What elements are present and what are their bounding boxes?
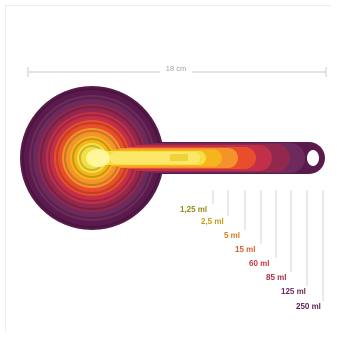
volume-label: 125 ml	[281, 287, 306, 296]
volume-label: 1,25 ml	[180, 205, 207, 214]
volume-label: 2,5 ml	[201, 217, 224, 226]
volume-labels: 1,25 ml 2,5 ml5 ml 15 ml 60 ml 85 ml 125 ml 25…	[180, 205, 321, 311]
dimension-line: 18 cm	[27, 64, 327, 77]
dimension-label: 18 cm	[166, 64, 186, 73]
volume-label: 5 ml	[224, 231, 240, 240]
volume-leader-lines	[212, 190, 324, 301]
volume-label: 15 ml	[235, 245, 255, 254]
volume-label: 250 ml	[296, 302, 321, 311]
hang-hole	[307, 150, 319, 166]
nested-cups	[20, 86, 325, 230]
smallest-spoon	[86, 149, 200, 167]
volume-label: 85 ml	[266, 273, 286, 282]
volume-label: 60 ml	[249, 259, 269, 268]
